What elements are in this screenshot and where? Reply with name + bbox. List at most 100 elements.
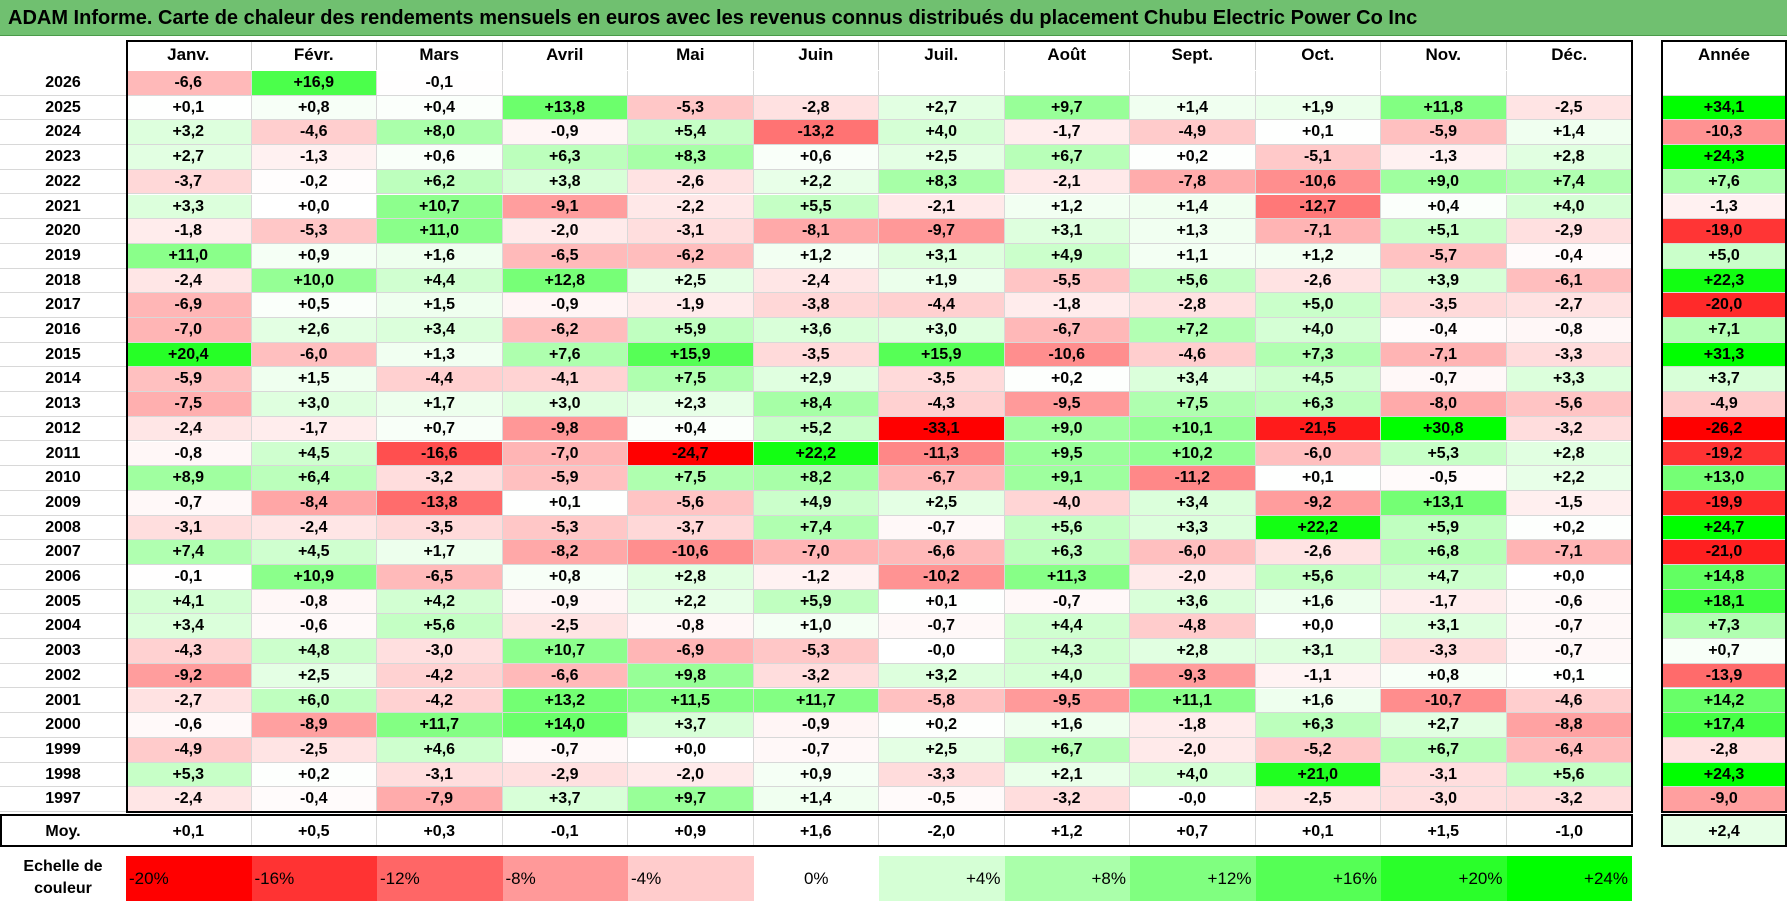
heatmap-cell: +5,6: [1004, 515, 1130, 541]
heatmap-cell: +1,5: [251, 367, 377, 393]
heatmap-cell: +0,1: [1255, 120, 1381, 146]
heatmap-cell: -7,8: [1130, 169, 1256, 195]
heatmap-cell: -7,1: [1255, 219, 1381, 244]
heatmap-cell: -3,3: [1506, 342, 1632, 368]
heatmap-cell: -1,2: [753, 565, 879, 590]
heatmap-cell: -8,0: [1381, 392, 1507, 417]
average-cell: +1,2: [1004, 816, 1130, 847]
column-header: Nov.: [1381, 40, 1507, 70]
heatmap-cell: -2,8: [753, 95, 879, 121]
average-cell: +0,1: [126, 816, 252, 847]
scale-step: -12%: [377, 856, 503, 901]
annual-cell: +18,1: [1661, 589, 1787, 615]
heatmap-cell: +0,4: [628, 416, 754, 442]
heatmap-cell: -2,6: [1255, 268, 1381, 294]
heatmap-cell: -2,2: [628, 194, 754, 220]
heatmap-cell: +1,3: [377, 342, 503, 368]
heatmap-cell: +0,0: [251, 194, 377, 220]
heatmap-cell: +10,7: [502, 639, 628, 664]
scale-step: +12%: [1130, 856, 1256, 901]
average-cell: +1,6: [753, 816, 879, 847]
heatmap-cell: +1,7: [377, 540, 503, 565]
heatmap-cell: -24,7: [628, 441, 754, 467]
heatmap-cell: +3,0: [879, 318, 1005, 343]
heatmap-cell: +2,7: [879, 95, 1005, 121]
heatmap-cell: +2,7: [1381, 713, 1507, 738]
heatmap-cell: +6,7: [1004, 145, 1130, 170]
scale-label-line2: couleur: [34, 880, 92, 897]
heatmap-cell: +0,9: [753, 762, 879, 788]
heatmap-cell: -3,0: [377, 639, 503, 664]
heatmap-cell: +0,1: [502, 490, 628, 516]
heatmap-cell: +4,0: [1130, 762, 1256, 788]
heatmap-cell: -2,4: [126, 787, 252, 812]
year-label: 2011: [0, 441, 126, 467]
heatmap-cell: -1,7: [251, 416, 377, 442]
heatmap-cell: +0,1: [1255, 466, 1381, 491]
heatmap-cell: -3,2: [753, 663, 879, 689]
heatmap-cell: +1,3: [1130, 219, 1256, 244]
heatmap-cell: +4,5: [251, 540, 377, 565]
heatmap-cell: -6,6: [879, 540, 1005, 565]
heatmap-cell: -4,4: [377, 367, 503, 393]
year-label: 2022: [0, 169, 126, 195]
heatmap-cell: -0,9: [502, 293, 628, 318]
heatmap-cell: +0,4: [1381, 194, 1507, 220]
heatmap-cell: -6,9: [628, 639, 754, 664]
heatmap-cell: +15,9: [628, 342, 754, 368]
heatmap-cell: +5,0: [1255, 293, 1381, 318]
heatmap-cell: +11,8: [1381, 95, 1507, 121]
heatmap-cell: -4,6: [1506, 688, 1632, 714]
heatmap-cell: +8,2: [753, 466, 879, 491]
annual-cell: +14,8: [1661, 565, 1787, 590]
annual-cell: +24,7: [1661, 515, 1787, 541]
annual-cell: +17,4: [1661, 713, 1787, 738]
heatmap-cell: -2,7: [126, 688, 252, 714]
heatmap-cell: +4,5: [251, 441, 377, 467]
average-annual-cell: +2,4: [1661, 816, 1787, 847]
heatmap-cell: +1,4: [1130, 95, 1256, 121]
heatmap-cell: -4,6: [251, 120, 377, 146]
annual-cell: -19,2: [1661, 441, 1787, 467]
heatmap-cell: +5,2: [753, 416, 879, 442]
annual-cell: -19,0: [1661, 219, 1787, 244]
heatmap-cell: -2,5: [251, 737, 377, 763]
heatmap-cell: +11,0: [126, 243, 252, 269]
heatmap-cell: +5,5: [753, 194, 879, 220]
heatmap-cell: +14,0: [502, 713, 628, 738]
heatmap-cell: +7,4: [753, 515, 879, 541]
heatmap-cell: -5,3: [628, 95, 754, 121]
heatmap-cell: -33,1: [879, 416, 1005, 442]
heatmap-cell: -3,0: [1381, 787, 1507, 812]
heatmap-cell: -6,2: [628, 243, 754, 269]
heatmap-cell: +0,1: [879, 589, 1005, 615]
column-header: Juin: [753, 40, 879, 70]
annual-cell: -26,2: [1661, 416, 1787, 442]
heatmap-cell: +1,6: [1004, 713, 1130, 738]
heatmap-cell: -1,5: [1506, 490, 1632, 516]
heatmap-cell: -2,4: [126, 268, 252, 294]
heatmap-cell: -0,4: [1506, 243, 1632, 269]
scale-step: +24%: [1506, 856, 1632, 901]
heatmap-cell: -5,3: [502, 515, 628, 541]
heatmap-cell: -0,7: [502, 737, 628, 763]
heatmap-cell: -0,7: [1506, 614, 1632, 640]
heatmap-cell: +5,9: [1381, 515, 1507, 541]
heatmap-cell: -9,5: [1004, 392, 1130, 417]
heatmap-cell: [753, 71, 879, 96]
scale-step: -16%: [251, 856, 377, 901]
heatmap-cell: -4,8: [1130, 614, 1256, 640]
year-label: 2000: [0, 713, 126, 738]
annual-cell: [1661, 71, 1787, 96]
heatmap-cell: -3,1: [126, 515, 252, 541]
year-label: 2001: [0, 688, 126, 714]
heatmap-cell: +2,2: [1506, 466, 1632, 491]
heatmap-cell: +6,3: [1255, 392, 1381, 417]
column-header: Oct.: [1255, 40, 1381, 70]
heatmap-cell: +15,9: [879, 342, 1005, 368]
heatmap-cell: +0,0: [1506, 565, 1632, 590]
heatmap-cell: -8,2: [502, 540, 628, 565]
heatmap-cell: -7,1: [1381, 342, 1507, 368]
heatmap-cell: -6,9: [126, 293, 252, 318]
heatmap-cell: +5,3: [1381, 441, 1507, 467]
